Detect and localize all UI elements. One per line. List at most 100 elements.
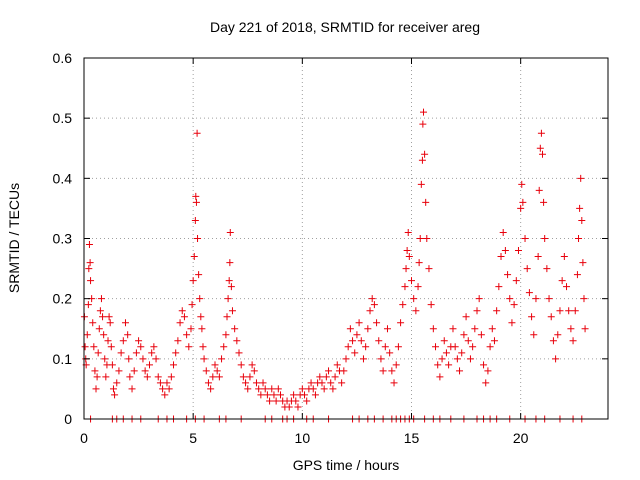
- data-point: [197, 313, 205, 321]
- data-point: [408, 277, 415, 285]
- data-point: [333, 361, 341, 369]
- data-point: [189, 277, 197, 285]
- data-point: [436, 373, 444, 381]
- data-point: [510, 301, 518, 309]
- data-point: [242, 379, 250, 387]
- data-point: [462, 313, 470, 321]
- data-point: [530, 331, 538, 339]
- data-point: [239, 373, 247, 381]
- data-point: [537, 129, 545, 137]
- data-point: [86, 259, 94, 267]
- data-point: [399, 301, 407, 309]
- data-point: [132, 349, 140, 357]
- data-point: [292, 397, 300, 405]
- data-point: [429, 325, 437, 333]
- data-point: [84, 301, 92, 309]
- data-point: [556, 307, 564, 315]
- data-point: [567, 325, 575, 333]
- data-point: [355, 319, 363, 327]
- data-point: [558, 277, 566, 285]
- data-point: [225, 277, 233, 285]
- data-point: [87, 277, 95, 285]
- data-point: [152, 355, 160, 363]
- data-point: [146, 361, 153, 369]
- data-point: [255, 385, 263, 393]
- data-point: [438, 355, 446, 363]
- data-point: [194, 235, 202, 242]
- data-point: [99, 313, 107, 321]
- data-point: [521, 235, 529, 242]
- data-point: [575, 235, 583, 242]
- x-axis-label: GPS time / hours: [293, 457, 400, 473]
- data-point: [418, 156, 426, 164]
- data-point: [464, 337, 472, 345]
- data-point: [368, 295, 376, 303]
- plot-frame: [83, 57, 609, 420]
- data-point: [90, 343, 98, 351]
- data-point: [541, 235, 549, 242]
- data-point: [325, 367, 333, 375]
- data-point: [156, 379, 164, 387]
- data-point: [569, 337, 577, 345]
- data-point: [218, 355, 226, 363]
- data-point: [532, 295, 540, 303]
- data-point: [440, 337, 448, 345]
- data-point: [167, 373, 175, 381]
- data-point: [416, 235, 424, 242]
- data-point: [226, 228, 234, 236]
- data-point: [540, 198, 548, 206]
- data-point: [338, 379, 346, 387]
- data-point: [421, 150, 429, 158]
- data-point: [373, 319, 381, 327]
- y-tick-label: 0.4: [53, 170, 73, 186]
- data-point: [108, 361, 116, 369]
- data-point: [534, 253, 542, 261]
- data-point: [104, 337, 112, 345]
- data-point: [263, 391, 271, 399]
- data-point: [196, 295, 204, 303]
- data-point: [427, 301, 435, 309]
- data-point: [311, 391, 319, 399]
- data-point: [237, 361, 245, 369]
- data-point: [349, 337, 357, 345]
- data-point: [475, 295, 483, 303]
- data-point: [117, 349, 125, 357]
- data-point: [362, 343, 370, 351]
- data-point: [130, 367, 138, 375]
- data-point: [466, 355, 474, 363]
- data-point: [388, 367, 396, 375]
- data-point: [359, 355, 367, 363]
- data-point: [222, 331, 230, 339]
- data-point: [294, 403, 302, 411]
- data-point: [535, 186, 543, 194]
- data-point: [248, 361, 256, 369]
- data-point: [344, 343, 352, 351]
- data-point: [379, 367, 387, 375]
- x-tick-label: 0: [80, 430, 88, 446]
- data-point: [482, 379, 490, 387]
- data-point: [517, 204, 525, 212]
- data-point: [573, 271, 581, 279]
- data-point: [445, 361, 453, 369]
- data-point: [425, 265, 433, 273]
- data-point: [244, 385, 252, 393]
- data-point: [121, 319, 129, 327]
- data-point: [226, 259, 234, 267]
- data-point: [233, 337, 241, 345]
- data-point: [331, 373, 339, 381]
- data-point: [100, 331, 108, 339]
- data-point: [392, 361, 400, 369]
- data-point: [377, 355, 385, 363]
- data-point: [493, 307, 501, 315]
- data-point: [106, 319, 114, 327]
- data-point: [259, 379, 267, 387]
- data-point: [504, 271, 512, 279]
- data-point: [154, 373, 162, 381]
- data-point: [346, 325, 354, 333]
- data-point: [549, 337, 557, 345]
- data-point: [165, 385, 173, 393]
- y-tick-labels: 0 0.1 0.2 0.3 0.4 0.5 0.6: [53, 50, 73, 427]
- data-point: [161, 391, 169, 399]
- data-point: [473, 307, 481, 315]
- data-point: [125, 355, 133, 363]
